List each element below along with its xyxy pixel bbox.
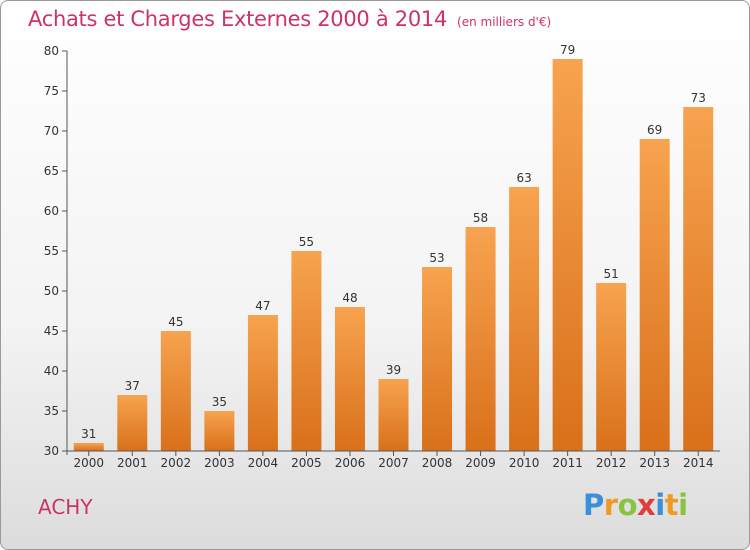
bar-2002 <box>160 331 191 451</box>
bar-2013 <box>639 139 670 451</box>
y-tick-label: 45 <box>44 324 59 338</box>
data-label-2000: 31 <box>81 427 96 441</box>
y-tick-label: 40 <box>44 364 59 378</box>
chart-title-text: Achats et Charges Externes 2000 à 2014 <box>28 7 448 31</box>
y-tick-label: 35 <box>44 404 59 418</box>
data-label-2003: 35 <box>212 395 227 409</box>
y-tick-label: 55 <box>44 244 59 258</box>
logo-letter: o <box>617 488 638 522</box>
y-tick-label: 80 <box>44 44 59 58</box>
bar-2009 <box>465 227 496 451</box>
logo-letter: t <box>664 488 679 522</box>
bar-2011 <box>552 59 583 451</box>
x-tick-label-2014: 2014 <box>683 456 714 470</box>
proxiti-logo: Proxiti <box>583 488 688 522</box>
bar-2008 <box>422 267 453 451</box>
data-label-2006: 48 <box>342 291 357 305</box>
data-label-2004: 47 <box>255 299 270 313</box>
logo-letter: P <box>583 488 604 522</box>
data-label-2013: 69 <box>647 123 662 137</box>
bar-2012 <box>596 283 627 451</box>
data-label-2009: 58 <box>473 211 488 225</box>
bar-2007 <box>378 379 409 451</box>
x-tick-label-2001: 2001 <box>117 456 148 470</box>
data-label-2008: 53 <box>429 251 444 265</box>
logo-letter: i <box>655 488 665 522</box>
chart-subtitle: (en milliers d'€) <box>457 15 552 29</box>
x-tick-label-2012: 2012 <box>596 456 627 470</box>
bar-2004 <box>247 315 278 451</box>
bar-2003 <box>204 411 235 451</box>
x-tick-label-2003: 2003 <box>204 456 235 470</box>
x-tick-label-2008: 2008 <box>422 456 453 470</box>
chart-title: Achats et Charges Externes 2000 à 2014 (e… <box>28 7 551 31</box>
data-label-2010: 63 <box>516 171 531 185</box>
data-label-2014: 73 <box>691 91 706 105</box>
bar-2006 <box>334 307 365 451</box>
y-tick-label: 50 <box>44 284 59 298</box>
bar-2000 <box>73 443 104 451</box>
y-tick-label: 60 <box>44 204 59 218</box>
x-tick-label-2006: 2006 <box>335 456 366 470</box>
x-axis-ticks: 2000 2001 2002 2003 2004 2005 2006 2007 2008 2009… <box>73 451 714 470</box>
x-tick-label-2009: 2009 <box>465 456 496 470</box>
y-tick-label: 70 <box>44 124 59 138</box>
logo-letter: i <box>678 488 688 522</box>
data-label-2001: 37 <box>125 379 140 393</box>
x-tick-label-2013: 2013 <box>639 456 670 470</box>
data-labels-group: 31 37 45 35 47 55 48 39 53 58 63 79 51 69 73 <box>81 43 706 441</box>
bar-2001 <box>117 395 148 451</box>
bar-2010 <box>509 187 540 451</box>
y-tick-label: 75 <box>44 84 59 98</box>
data-label-2012: 51 <box>604 267 619 281</box>
x-tick-label-2000: 2000 <box>73 456 104 470</box>
x-tick-label-2005: 2005 <box>291 456 322 470</box>
data-label-2007: 39 <box>386 363 401 377</box>
x-tick-label-2011: 2011 <box>552 456 583 470</box>
bar-2005 <box>291 251 322 451</box>
x-tick-label-2002: 2002 <box>161 456 192 470</box>
place-name: ACHY <box>38 495 93 519</box>
data-label-2005: 55 <box>299 235 314 249</box>
y-tick-label: 30 <box>44 444 59 458</box>
x-tick-label-2007: 2007 <box>378 456 409 470</box>
y-tick-label: 65 <box>44 164 59 178</box>
data-label-2011: 79 <box>560 43 575 57</box>
y-axis-ticks: 30 35 40 45 50 55 60 65 70 75 80 <box>44 44 67 458</box>
x-tick-label-2010: 2010 <box>509 456 540 470</box>
logo-letter: r <box>603 488 618 522</box>
bar-2014 <box>683 107 714 451</box>
data-label-2002: 45 <box>168 315 183 329</box>
logo-letter: x <box>637 488 656 522</box>
x-tick-label-2004: 2004 <box>248 456 279 470</box>
bars-group <box>73 59 714 451</box>
